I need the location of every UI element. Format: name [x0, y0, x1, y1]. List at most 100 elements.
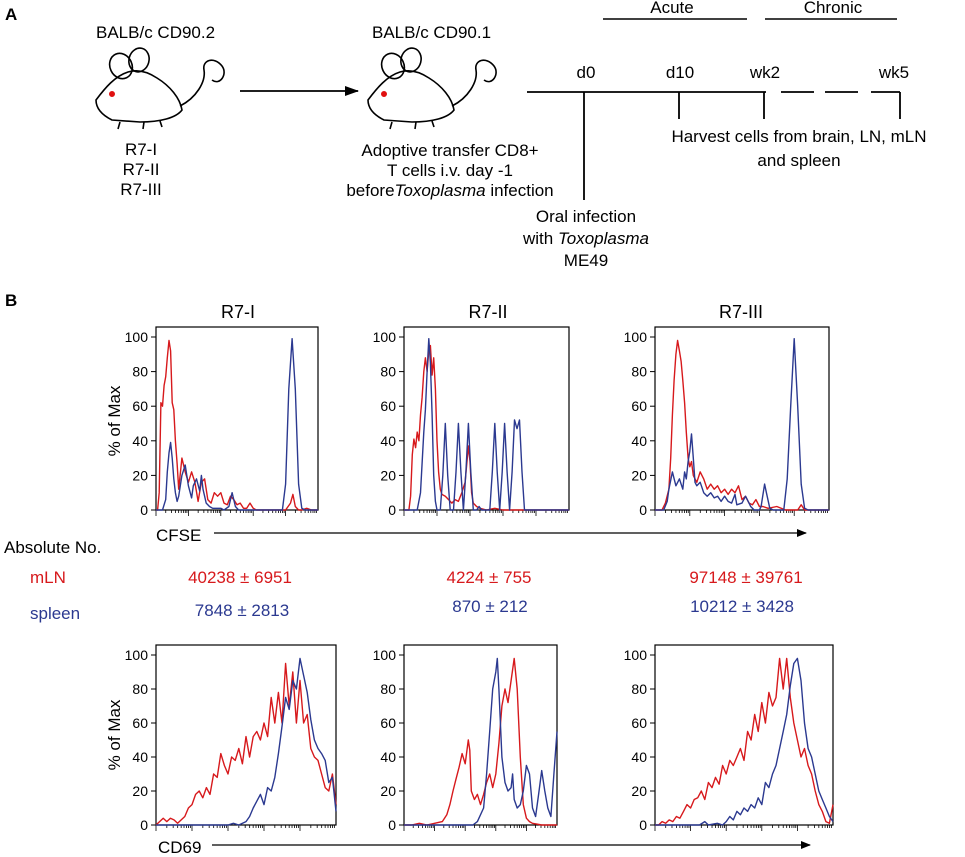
mln-label: mLN [30, 568, 66, 587]
panel-a: A BALB/c CD90.2 R7-I R7-II R7-III BALB/c… [5, 0, 927, 270]
y-tick-label: 20 [132, 467, 148, 483]
y-axis-title-top: % of Max [105, 385, 124, 456]
histogram-r7-iii-cfse: 0 20 40 60 80 100 [624, 326, 830, 518]
y-tick-label: 40 [380, 433, 396, 449]
timepoint-wk5: wk5 [878, 63, 909, 82]
plot-frame [654, 644, 834, 826]
y-tick-label: 40 [380, 749, 396, 765]
panel-b: B R7-I R7-II R7-III % of Max % of Max CF… [4, 291, 834, 857]
spleen-count-r7-i: 7848 ± 2813 [195, 601, 289, 620]
donor-line-r7-i: R7-I [125, 140, 157, 159]
timepoint-wk2: wk2 [749, 63, 780, 82]
series-line-mln [156, 339, 318, 511]
y-tick-label: 80 [631, 681, 647, 697]
harvest-text-line1: Harvest cells from brain, LN, mLN [671, 127, 926, 146]
y-tick-label: 80 [132, 364, 148, 380]
plot-frame [155, 326, 319, 511]
spleen-label: spleen [30, 604, 80, 623]
spleen-count-r7-ii: 870 ± 212 [452, 597, 528, 616]
plot-frame [155, 644, 337, 826]
y-tick-label: 60 [631, 398, 647, 414]
panel-a-letter: A [5, 5, 17, 24]
column-title-r7-ii: R7-II [468, 302, 507, 322]
y-tick-label: 40 [132, 749, 148, 765]
y-axis-title-bottom: % of Max [105, 699, 124, 770]
mln-count-r7-iii: 97148 ± 39761 [689, 568, 802, 587]
timepoint-d0: d0 [577, 63, 596, 82]
spleen-count-r7-iii: 10212 ± 3428 [690, 597, 794, 616]
y-tick-label: 100 [125, 329, 149, 345]
y-tick-label: 60 [132, 715, 148, 731]
plot-frame [654, 326, 830, 511]
mouse-icon-recipient [367, 47, 497, 130]
chronic-label: Chronic [804, 0, 863, 17]
y-tick-label: 80 [380, 681, 396, 697]
y-tick-label: 100 [624, 647, 648, 663]
y-tick-label: 100 [624, 329, 648, 345]
plot-frame [403, 644, 558, 826]
absolute-number-label: Absolute No. [4, 538, 101, 557]
series-line-spleen [404, 657, 558, 826]
series-line-mln [655, 657, 834, 826]
mln-count-r7-i: 40238 ± 6951 [188, 568, 292, 587]
y-tick-label: 40 [631, 749, 647, 765]
y-tick-label: 20 [380, 467, 396, 483]
x-axis-title-cd69: CD69 [158, 838, 201, 857]
series-line-spleen [156, 657, 337, 826]
histogram-r7-ii-cd69: 0 20 40 60 80 100 [373, 644, 558, 833]
y-tick-label: 80 [132, 681, 148, 697]
histogram-r7-i-cfse: 0 20 40 60 80 100 [125, 326, 319, 518]
series-line-mln [155, 662, 337, 826]
donor-line-r7-ii: R7-II [123, 160, 160, 179]
series-line-spleen [156, 338, 318, 511]
series-line-mln [655, 339, 829, 511]
series-line-spleen [655, 338, 829, 511]
mln-count-r7-ii: 4224 ± 755 [447, 568, 532, 587]
column-title-r7-i: R7-I [221, 302, 255, 322]
y-tick-label: 0 [388, 502, 396, 518]
y-tick-label: 20 [631, 467, 647, 483]
harvest-text-line2: and spleen [757, 151, 840, 170]
y-tick-label: 0 [639, 502, 647, 518]
y-tick-label: 100 [373, 647, 397, 663]
histogram-r7-iii-cd69: 0 20 40 60 80 100 [624, 644, 834, 833]
series-line-spleen [655, 657, 834, 826]
histogram-r7-ii-cfse: 0 20 40 60 80 100 [373, 326, 570, 518]
transfer-text-line3: beforeToxoplasma infection [346, 181, 553, 200]
timeline [527, 91, 901, 200]
transfer-text-line1: Adoptive transfer CD8+ [361, 141, 538, 160]
histogram-r7-i-cd69: 0 20 40 60 80 100 [125, 644, 337, 833]
y-tick-label: 60 [380, 398, 396, 414]
y-tick-label: 0 [140, 502, 148, 518]
timepoint-d10: d10 [666, 63, 694, 82]
y-tick-label: 80 [631, 364, 647, 380]
recipient-strain-label: BALB/c CD90.1 [372, 23, 491, 42]
series-line-mln [404, 657, 557, 826]
y-tick-label: 0 [388, 817, 396, 833]
series-line-spleen [404, 338, 569, 511]
donor-strain-label: BALB/c CD90.2 [96, 23, 215, 42]
y-tick-label: 100 [125, 647, 149, 663]
y-tick-label: 20 [631, 783, 647, 799]
infection-text-line3: ME49 [564, 251, 608, 270]
mouse-icon-donor [95, 47, 225, 130]
donor-line-r7-iii: R7-III [120, 180, 162, 199]
y-tick-label: 60 [380, 715, 396, 731]
y-tick-label: 20 [380, 783, 396, 799]
infection-text-line1: Oral infection [536, 207, 636, 226]
column-title-r7-iii: R7-III [719, 302, 763, 322]
y-tick-label: 100 [373, 329, 397, 345]
series-line-mln [404, 344, 569, 511]
y-tick-label: 80 [380, 364, 396, 380]
panel-b-letter: B [5, 291, 17, 310]
y-tick-label: 20 [132, 783, 148, 799]
y-tick-label: 60 [631, 715, 647, 731]
y-tick-label: 40 [132, 433, 148, 449]
y-tick-label: 60 [132, 398, 148, 414]
y-tick-label: 0 [140, 817, 148, 833]
y-tick-label: 0 [639, 817, 647, 833]
acute-label: Acute [650, 0, 693, 17]
x-axis-title-cfse: CFSE [156, 526, 201, 545]
transfer-text-line2: T cells i.v. day -1 [387, 161, 513, 180]
